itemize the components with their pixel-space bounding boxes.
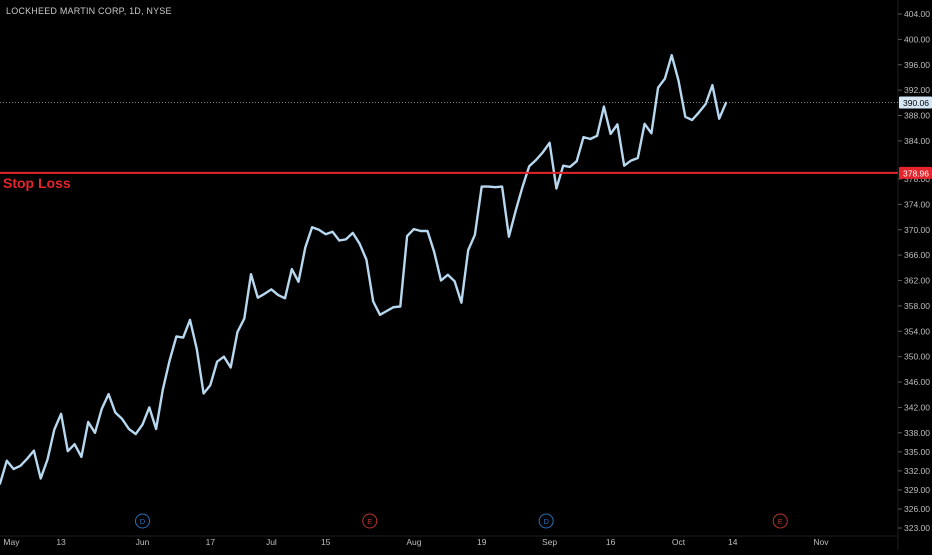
y-tick-label: 338.00 [904, 428, 930, 438]
x-tick-label: May [3, 537, 20, 547]
y-tick-label: 354.00 [904, 326, 930, 336]
event-letter: E [778, 517, 783, 526]
y-tick-label: 378.00 [904, 174, 930, 184]
x-tick-label: 17 [206, 537, 216, 547]
stop-loss-label: Stop Loss [3, 175, 71, 191]
stop-loss-badge [899, 166, 932, 179]
earnings-marker[interactable]: E [772, 513, 788, 529]
y-tick-label: 392.00 [904, 85, 930, 95]
y-tick-label: 323.00 [904, 523, 930, 533]
y-tick-label: 374.00 [904, 199, 930, 209]
y-tick-label: 346.00 [904, 377, 930, 387]
x-tick-label: Aug [406, 537, 421, 547]
y-tick-label: 350.00 [904, 352, 930, 362]
dividend-marker[interactable]: D [134, 513, 150, 529]
x-tick-label: Oct [672, 537, 686, 547]
y-tick-label: 326.00 [904, 504, 930, 514]
y-tick-label: 396.00 [904, 60, 930, 70]
event-circle [134, 513, 150, 529]
x-tick-label: 15 [321, 537, 331, 547]
y-tick-label: 366.00 [904, 250, 930, 260]
price-series-line [0, 54, 728, 485]
y-tick-label: 404.00 [904, 9, 930, 19]
y-tick-label: 335.00 [904, 447, 930, 457]
y-tick-label: 342.00 [904, 402, 930, 412]
x-tick-label: 13 [56, 537, 66, 547]
earnings-marker[interactable]: E [362, 513, 378, 529]
y-tick-label: 370.00 [904, 225, 930, 235]
x-tick-label: Nov [813, 537, 829, 547]
y-tick-label: 362.00 [904, 276, 930, 286]
y-tick-label: 358.00 [904, 301, 930, 311]
event-circle [538, 513, 554, 529]
event-letter: E [367, 517, 372, 526]
y-tick-label: 384.00 [904, 136, 930, 146]
x-tick-label: Jun [136, 537, 150, 547]
x-tick-label: 14 [728, 537, 738, 547]
y-tick-label: 388.00 [904, 111, 930, 121]
y-tick-label: 400.00 [904, 34, 930, 44]
x-tick-label: 16 [606, 537, 616, 547]
last-price-label: 390.06 [903, 98, 929, 108]
event-circle [362, 513, 378, 529]
last-price-badge [899, 96, 932, 109]
stop-loss-price-label: 378.96 [903, 168, 929, 178]
event-letter: D [543, 517, 549, 526]
x-tick-label: Sep [542, 537, 557, 547]
y-tick-label: 329.00 [904, 485, 930, 495]
event-circle [772, 513, 788, 529]
event-letter: D [140, 517, 146, 526]
dividend-marker[interactable]: D [538, 513, 554, 529]
x-tick-label: Jul [266, 537, 277, 547]
x-tick-label: 19 [477, 537, 487, 547]
y-tick-label: 332.00 [904, 466, 930, 476]
chart-title: LOCKHEED MARTIN CORP, 1D, NYSE [6, 6, 172, 16]
